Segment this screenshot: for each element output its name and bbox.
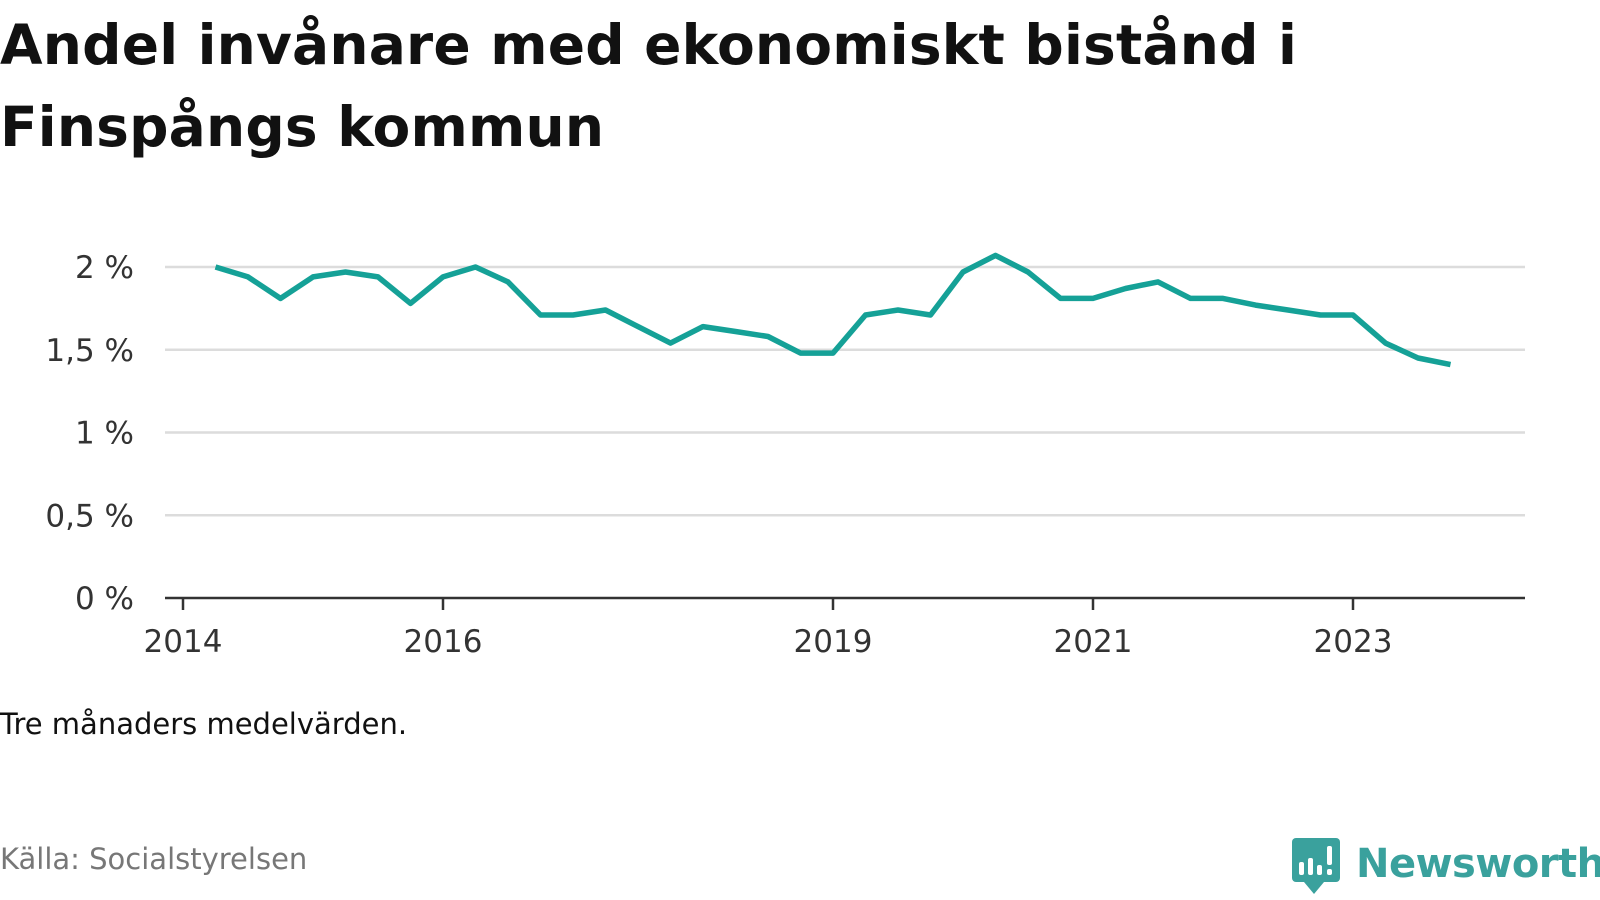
data-point (473, 265, 478, 270)
data-point (863, 313, 868, 318)
data-point (441, 274, 446, 279)
data-point (1058, 296, 1063, 301)
data-point (213, 265, 218, 270)
y-tick-label: 2 % (75, 250, 134, 286)
data-point (538, 313, 543, 318)
data-point (376, 274, 381, 279)
x-tick-label: 2019 (794, 624, 873, 660)
data-point (506, 279, 511, 284)
data-point (1221, 296, 1226, 301)
data-point (798, 351, 803, 356)
data-point (603, 308, 608, 313)
y-tick-label: 1,5 % (45, 333, 134, 369)
brand-logo: Newsworthy (1290, 838, 1600, 898)
brand-name: Newsworthy (1356, 841, 1600, 887)
data-point (766, 334, 771, 339)
line-chart: 0 % 0,5 % 1 % 1,5 % 2 % 2014 2016 2019 2021 2023 (45, 250, 1525, 660)
data-point (1416, 356, 1421, 361)
data-point (636, 324, 641, 329)
data-point (1383, 341, 1388, 346)
data-point (408, 301, 413, 306)
data-point (343, 270, 348, 275)
x-tick-label: 2016 (404, 624, 483, 660)
data-point (246, 274, 251, 279)
data-point (993, 253, 998, 258)
series-layer (213, 252, 1453, 368)
y-axis-labels: 0 % 0,5 % 1 % 1,5 % 2 % (45, 250, 134, 617)
newsworthy-logo-icon (1292, 838, 1340, 894)
data-point (1188, 296, 1193, 301)
data-point (311, 274, 316, 279)
data-point (668, 341, 673, 346)
data-point (961, 270, 966, 275)
x-tick-label: 2021 (1054, 624, 1133, 660)
data-point (1351, 313, 1356, 318)
data-point (896, 308, 901, 313)
gridlines (165, 265, 1525, 517)
data-point (1156, 279, 1161, 284)
data-point (571, 313, 576, 318)
source-credit: Källa: Socialstyrelsen (0, 842, 308, 876)
data-point (733, 329, 738, 334)
y-tick-label: 1 % (75, 416, 134, 452)
chart-note: Tre månaders medelvärden. (0, 707, 408, 741)
data-point (831, 351, 836, 356)
data-point (1448, 362, 1453, 367)
series-line (214, 252, 1452, 368)
x-tick-label: 2023 (1314, 624, 1393, 660)
data-point (1286, 308, 1291, 313)
data-point (1026, 270, 1031, 275)
data-point (1253, 303, 1258, 308)
data-point (1318, 313, 1323, 318)
y-tick-label: 0 % (75, 581, 134, 617)
data-point (1123, 286, 1128, 291)
x-tick-label: 2014 (144, 624, 223, 660)
y-tick-label: 0,5 % (45, 498, 134, 534)
data-point (1091, 296, 1096, 301)
chart-title: Andel invånare med ekonomiskt bistånd i … (0, 13, 1298, 159)
data-point (278, 296, 283, 301)
data-point (701, 324, 706, 329)
x-axis: 2014 2016 2019 2021 2023 (144, 596, 1525, 660)
data-point (928, 313, 933, 318)
